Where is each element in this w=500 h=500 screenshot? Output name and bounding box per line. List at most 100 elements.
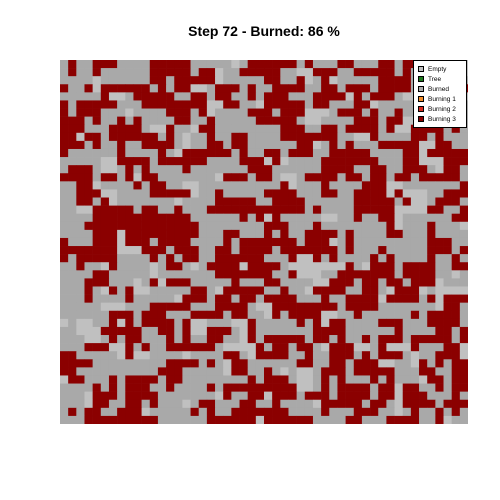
grid-cell-empty: [239, 262, 248, 271]
grid-cell-burned: [100, 116, 110, 126]
grid-cell-burned: [215, 108, 224, 117]
grid-cell-burned: [182, 197, 191, 206]
grid-cell-burning3: [174, 278, 183, 287]
grid-cell-burning3: [108, 286, 118, 295]
grid-cell-burned: [68, 100, 77, 109]
grid-cell-burning3: [166, 189, 175, 198]
grid-cell-burning3: [206, 343, 216, 352]
grid-cell-burned: [149, 148, 159, 158]
grid-cell-burned: [329, 335, 338, 344]
grid-cell-burned: [280, 310, 289, 320]
grid-cell-burning3: [361, 157, 371, 166]
grid-cell-burning3: [206, 310, 216, 320]
grid-cell-burned: [60, 68, 69, 77]
grid-cell-burned: [84, 310, 93, 320]
grid-cell-burning3: [76, 197, 85, 206]
grid-cell-empty: [92, 326, 102, 336]
grid-cell-empty: [419, 189, 428, 198]
grid-cell-burning3: [370, 189, 379, 198]
grid-cell-burned: [443, 124, 452, 134]
grid-cell-burned: [223, 407, 232, 417]
grid-cell-burning3: [92, 116, 102, 126]
grid-cell-burning3: [247, 383, 257, 392]
grid-cell-empty: [100, 302, 110, 312]
grid-cell-burned: [386, 407, 395, 417]
grid-cell-burned: [435, 229, 444, 239]
grid-cell-burning3: [427, 399, 436, 409]
grid-cell-burned: [215, 124, 224, 134]
grid-cell-empty: [321, 278, 330, 287]
grid-cell-burning3: [410, 407, 420, 417]
grid-cell-empty: [84, 391, 93, 401]
grid-cell-burning3: [321, 302, 330, 312]
grid-cell-burned: [190, 173, 200, 182]
grid-cell-burning3: [149, 254, 159, 263]
grid-cell-burning3: [68, 68, 77, 77]
grid-cell-burning3: [133, 221, 142, 231]
grid-cell-burning3: [149, 132, 159, 142]
grid-cell-burned: [231, 399, 240, 409]
grid-cell-burned: [215, 367, 224, 376]
grid-cell-burning3: [345, 343, 355, 352]
grid-cell-burning3: [329, 157, 338, 166]
grid-cell-burning3: [353, 157, 363, 166]
grid-cell-burned: [215, 407, 224, 417]
grid-cell-burning3: [100, 237, 110, 247]
grid-cell-burned: [345, 254, 355, 263]
grid-cell-burned: [272, 326, 281, 336]
grid-cell-burned: [231, 165, 240, 174]
grid-cell-burning3: [100, 60, 110, 69]
grid-cell-burning3: [255, 108, 265, 117]
grid-cell-burned: [198, 359, 208, 368]
grid-cell-burning3: [345, 302, 355, 312]
grid-cell-burned: [288, 286, 297, 295]
grid-cell-burned: [345, 76, 355, 85]
grid-cell-burned: [100, 68, 110, 77]
grid-cell-burned: [76, 407, 85, 417]
grid-cell-burned: [247, 76, 257, 85]
grid-cell-burning3: [272, 415, 281, 424]
grid-cell-burning3: [100, 391, 110, 401]
grid-cell-empty: [394, 124, 404, 134]
grid-cell-burning3: [174, 157, 183, 166]
grid-cell-burning3: [76, 108, 85, 117]
grid-cell-burning3: [386, 262, 395, 271]
grid-cell-burning3: [312, 335, 322, 344]
grid-cell-burning3: [133, 375, 142, 384]
grid-cell-burned: [288, 407, 297, 417]
grid-cell-burning3: [231, 286, 240, 295]
grid-cell-burned: [370, 310, 379, 320]
grid-cell-burned: [157, 262, 167, 271]
grid-cell-burned: [206, 189, 216, 198]
grid-cell-burned: [198, 173, 208, 182]
grid-cell-burned: [353, 351, 363, 360]
grid-cell-burned: [231, 181, 240, 190]
grid-cell-burned: [321, 60, 330, 69]
grid-cell-burned: [272, 270, 281, 279]
grid-cell-burned: [157, 197, 167, 206]
grid-cell-burned: [329, 375, 338, 384]
grid-cell-burning3: [117, 140, 126, 150]
grid-cell-empty: [410, 197, 420, 206]
grid-cell-burning3: [157, 60, 167, 69]
grid-cell-burning3: [451, 157, 461, 166]
grid-cell-burning3: [296, 343, 306, 352]
grid-cell-burning3: [247, 399, 257, 409]
grid-cell-burning3: [174, 302, 183, 312]
grid-cell-burned: [312, 407, 322, 417]
grid-cell-burning3: [353, 367, 363, 376]
grid-cell-empty: [312, 116, 322, 126]
grid-cell-burned: [239, 92, 248, 101]
grid-cell-burning3: [296, 84, 306, 93]
grid-cell-burned: [215, 213, 224, 223]
grid-cell-burning3: [386, 197, 395, 206]
grid-cell-burned: [353, 375, 363, 384]
grid-cell-burned: [361, 237, 371, 247]
grid-cell-empty: [76, 326, 85, 336]
grid-cell-burning3: [345, 60, 355, 69]
grid-cell-burned: [174, 310, 183, 320]
grid-cell-burning3: [345, 108, 355, 117]
grid-cell-burning3: [459, 375, 468, 384]
grid-cell-burning3: [133, 415, 142, 424]
grid-cell-burned: [337, 294, 346, 303]
